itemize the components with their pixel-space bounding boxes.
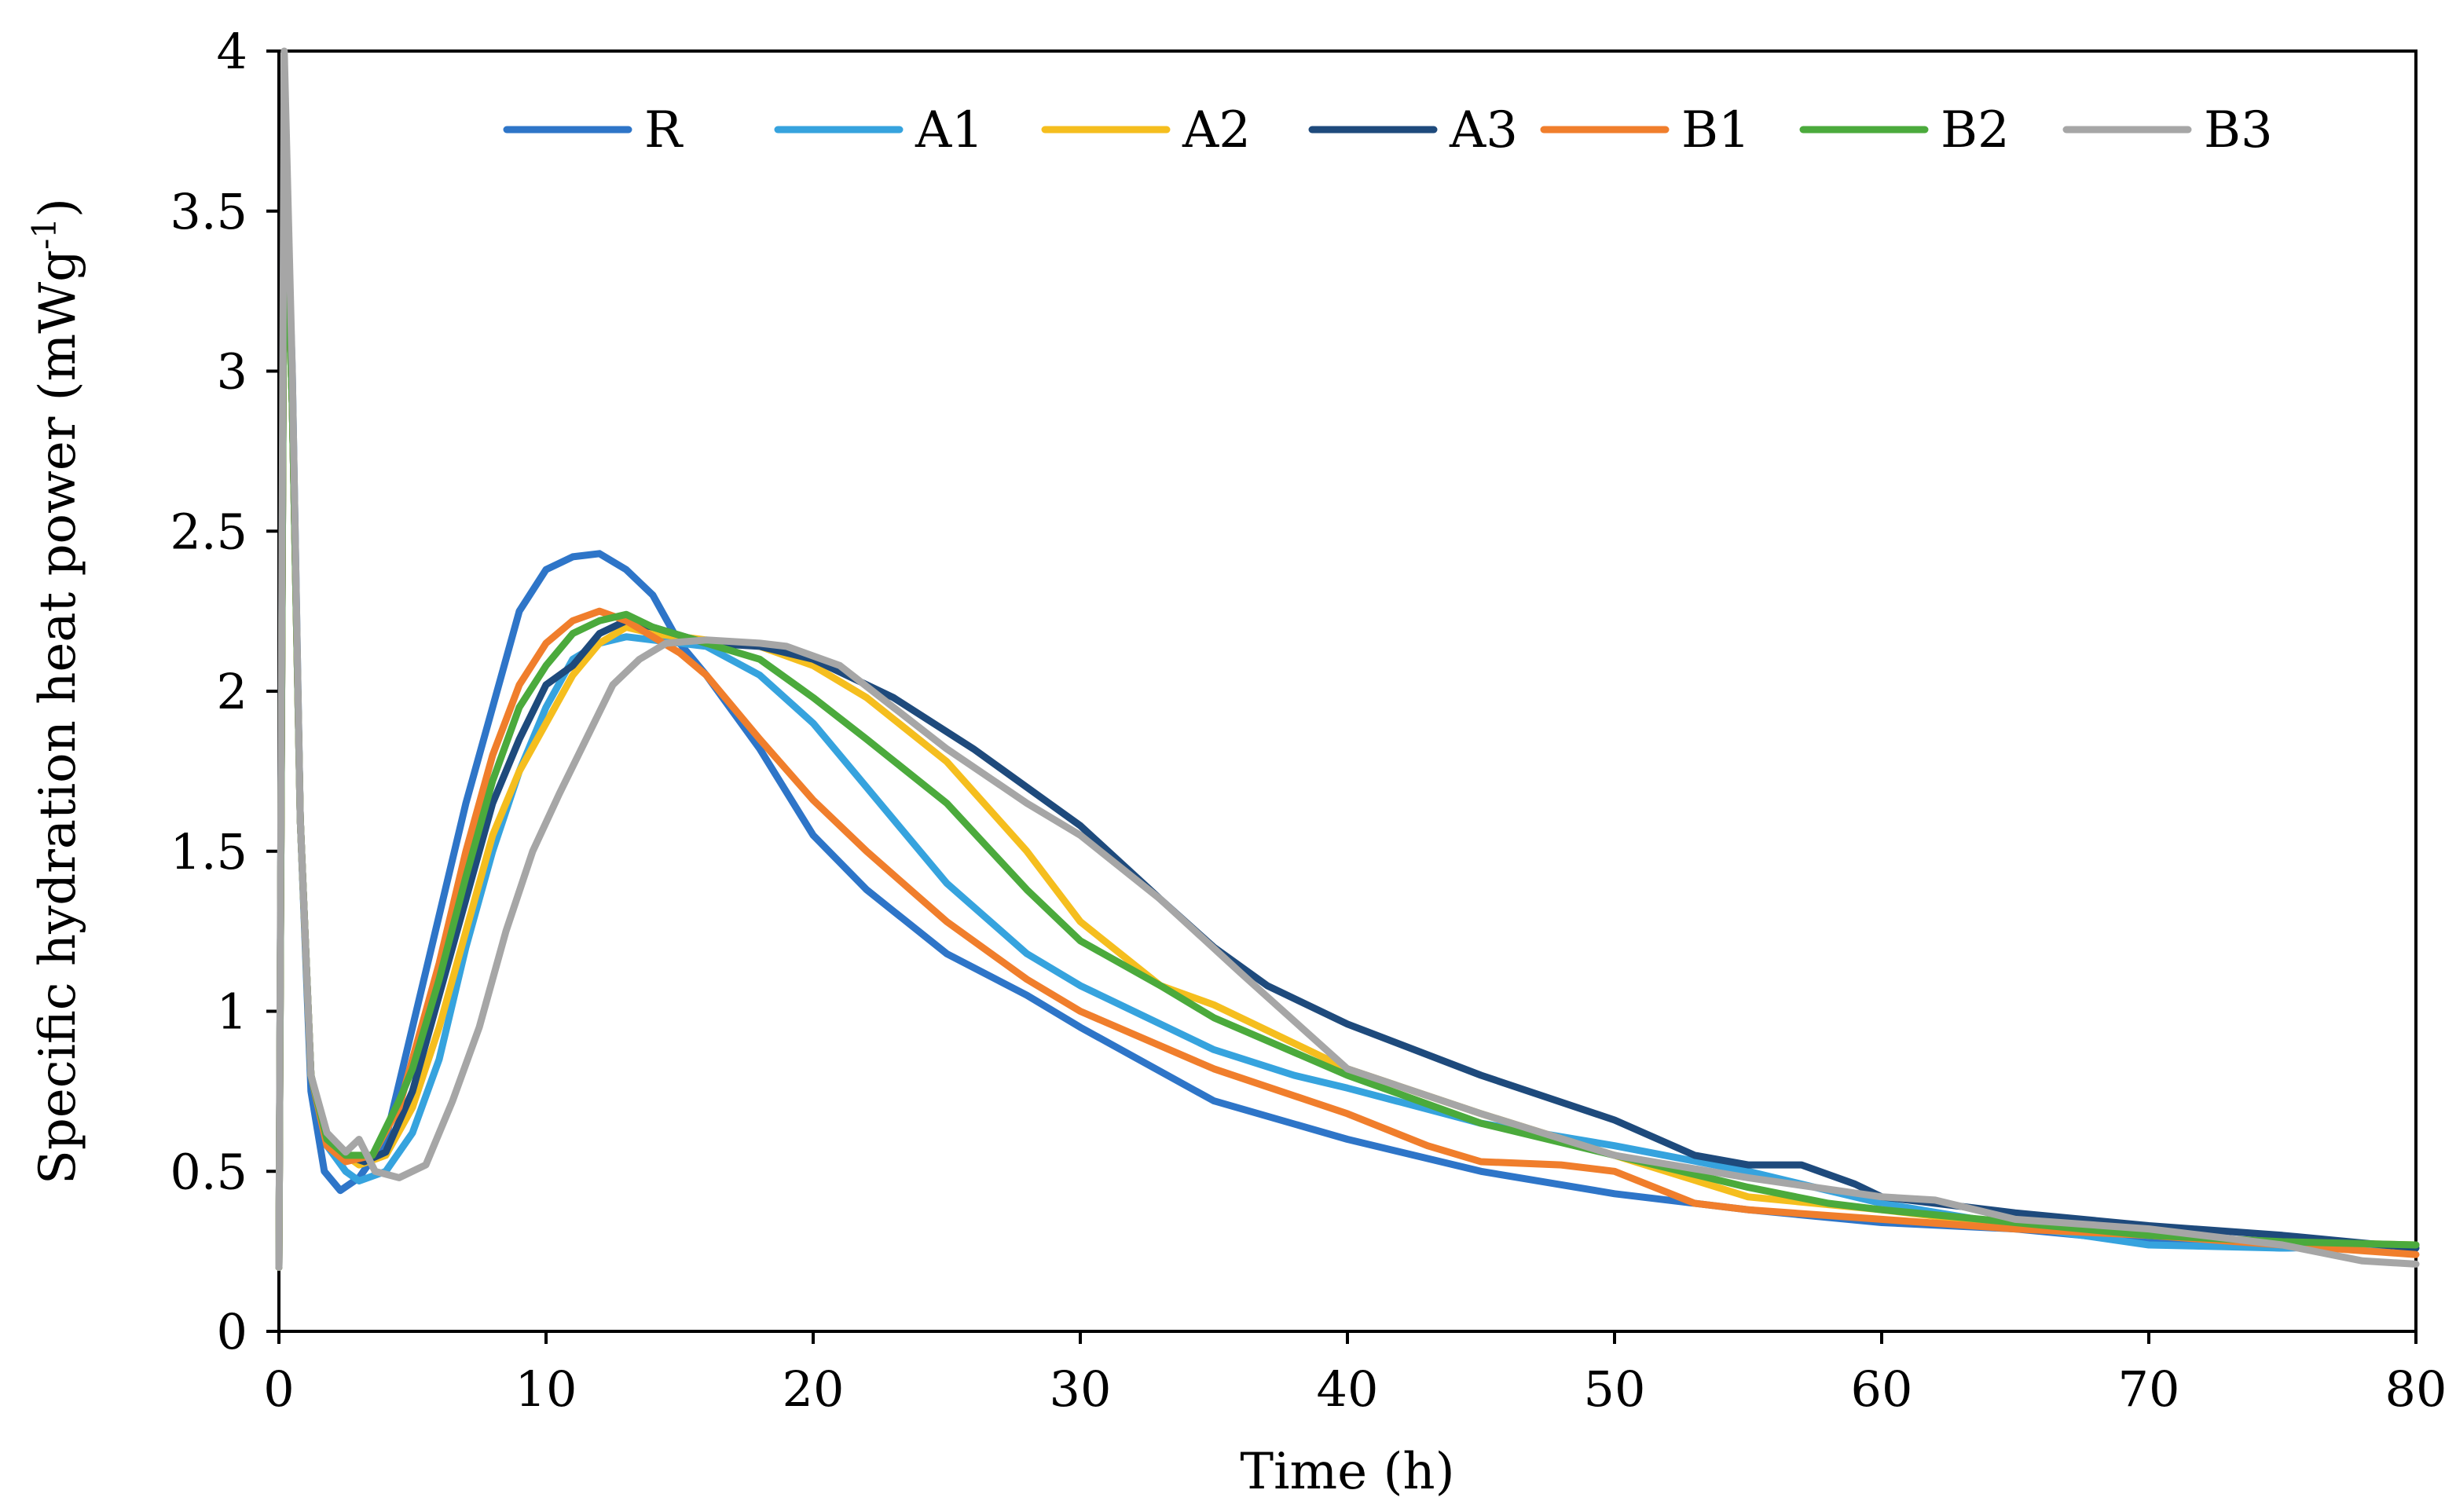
x-axis-label: Time (h)	[1240, 1443, 1454, 1501]
x-tick-label: 20	[783, 1360, 845, 1418]
x-tick-label: 70	[2118, 1360, 2180, 1418]
legend-label-b3: B3	[2204, 101, 2273, 159]
y-tick-label: 1.5	[170, 823, 247, 880]
legend: R A1 A2 A3 B1 B2 B3	[503, 101, 2273, 159]
y-axis-label: Specific hydration heat power (mWg-1)	[25, 198, 88, 1184]
plot-area	[277, 49, 2418, 1333]
x-tick-label: 80	[2385, 1360, 2445, 1418]
axis-ticks: 0 10 20 30 40 50 60 70 80 0 0.5 1 1.5 2 2.5 3 3.5 4	[170, 23, 2445, 1418]
x-tick-label: 50	[1584, 1360, 1646, 1418]
x-tick-label: 30	[1050, 1360, 1112, 1418]
legend-label-a2: A2	[1182, 101, 1251, 159]
series-line-r	[275, 112, 2420, 1271]
y-tick-label: 0	[217, 1303, 247, 1360]
y-tick-label: 1	[217, 983, 247, 1041]
x-tick-label: 40	[1317, 1360, 1379, 1418]
series-line-b3	[275, 47, 2420, 1271]
y-tick-label: 2	[217, 663, 247, 720]
legend-label-a1: A1	[915, 101, 984, 159]
y-tick-label: 3	[217, 343, 247, 401]
legend-label-b1: B1	[1681, 101, 1750, 159]
y-tick-label: 2.5	[170, 503, 247, 560]
series-line-b2	[275, 143, 2420, 1271]
series-lines	[275, 47, 2420, 1271]
y-axis-label-superscript: -1	[25, 218, 64, 250]
legend-label-b2: B2	[1941, 101, 2010, 159]
x-tick-label: 60	[1851, 1360, 1913, 1418]
x-tick-label: 10	[515, 1360, 577, 1418]
x-tick-label: 0	[263, 1360, 294, 1418]
legend-label-a3: A3	[1449, 101, 1518, 159]
y-axis-label-main: Specific hydration heat power (mWg	[29, 250, 87, 1184]
legend-label-r: R	[644, 101, 684, 159]
y-tick-label: 3.5	[170, 183, 247, 240]
y-tick-label: 0.5	[170, 1143, 247, 1200]
y-axis-label-suffix: )	[29, 198, 87, 218]
y-tick-label: 4	[217, 23, 247, 80]
